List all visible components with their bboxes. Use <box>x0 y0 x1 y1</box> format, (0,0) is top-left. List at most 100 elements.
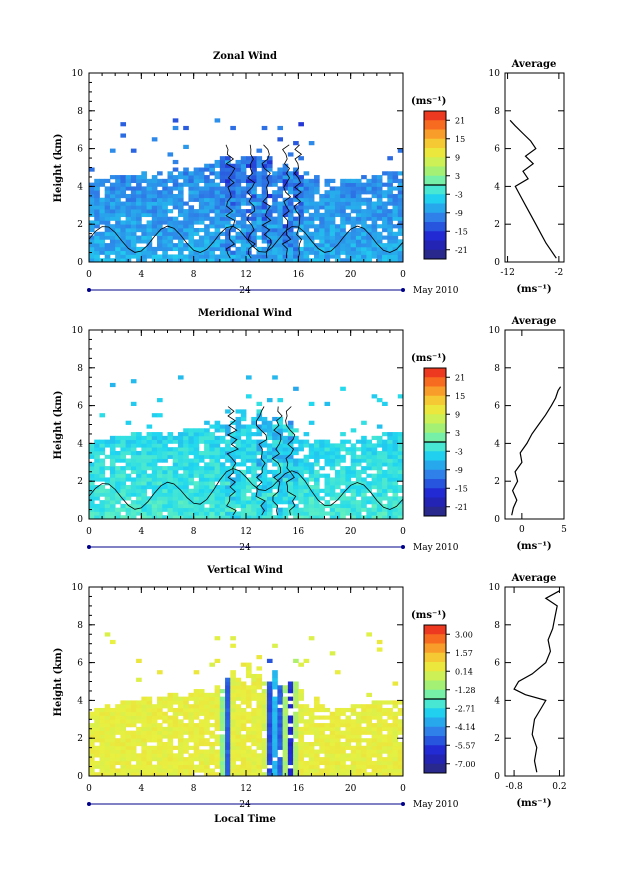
heat-cell <box>130 768 137 773</box>
heat-cell <box>204 428 210 433</box>
heat-cell <box>136 492 142 497</box>
heat-cell <box>109 175 116 180</box>
date-label: May 2010 <box>413 800 459 810</box>
heat-cell <box>314 484 320 490</box>
heat-cell <box>235 182 242 187</box>
heat-cell <box>219 749 226 754</box>
heat-cell <box>240 258 247 263</box>
heat-cell <box>355 749 362 754</box>
heat-cell <box>355 711 362 716</box>
heat-cell <box>167 197 174 202</box>
heat-cell <box>314 723 320 728</box>
heat-cell <box>387 711 393 716</box>
heat-cell <box>361 209 367 214</box>
colorbar-swatch <box>424 506 446 517</box>
heat-cell <box>371 496 378 501</box>
heat-cell <box>340 741 346 747</box>
heat-cell <box>204 757 210 762</box>
heat-cell <box>193 481 200 486</box>
heat-cell <box>355 216 362 221</box>
heat-cell <box>361 454 367 459</box>
heat-cell <box>329 246 336 252</box>
heat-cell <box>104 477 111 482</box>
heat-cell <box>172 220 179 225</box>
heat-cell <box>392 734 399 739</box>
heat-cell <box>151 216 158 221</box>
heat-cell <box>109 760 116 766</box>
heat-cell <box>125 212 132 218</box>
heat-cell <box>219 435 226 441</box>
heat-cell <box>151 730 158 735</box>
heat-cell <box>235 439 242 444</box>
heat-cell <box>387 450 393 456</box>
heat-cell <box>329 730 336 735</box>
heat-cell <box>251 190 257 195</box>
heat-cell <box>266 477 273 482</box>
heat-cell <box>240 496 247 501</box>
heat-cell <box>109 454 116 459</box>
heat-cell <box>115 182 121 187</box>
heat-cell <box>193 768 200 773</box>
heat-cell <box>104 246 111 252</box>
heat-cell <box>136 227 142 233</box>
heat-cell <box>141 435 147 441</box>
heat-cell <box>361 250 367 255</box>
heat-cell <box>225 450 231 456</box>
heat-cell <box>350 224 357 229</box>
heat-cell <box>298 447 304 452</box>
heat-cell <box>136 738 142 743</box>
heat-cell <box>136 182 142 187</box>
heat-cell <box>340 481 346 486</box>
heat-cell <box>266 182 273 187</box>
heat-cell <box>256 741 263 747</box>
heat-cell <box>225 178 231 184</box>
heat-cell <box>157 503 163 509</box>
heat-cell <box>324 243 331 248</box>
heat-cell <box>298 209 304 214</box>
heat-cell <box>167 511 174 516</box>
heat-cell <box>392 224 399 229</box>
heat-cell <box>130 757 137 762</box>
heat-cell <box>141 178 147 184</box>
heat-cell <box>382 764 388 769</box>
heat-cell <box>177 450 184 456</box>
heat-cell <box>240 662 247 667</box>
heat-cell <box>204 190 210 195</box>
heat-cell <box>89 190 95 195</box>
heat-cell <box>376 647 383 652</box>
heat-cell <box>183 484 189 490</box>
heat-cell <box>251 492 257 497</box>
heat-cell <box>204 719 210 724</box>
heat-cell <box>387 734 393 739</box>
colorbar-swatch <box>424 157 446 167</box>
heat-cell <box>162 488 168 493</box>
heat-cell <box>172 182 179 187</box>
heat-cell <box>130 243 137 248</box>
heat-cell <box>225 745 231 750</box>
heat-cell <box>151 246 158 252</box>
heat-cell <box>366 458 372 463</box>
heat-cell <box>188 768 195 773</box>
colorbar-swatch <box>424 240 446 251</box>
heat-cell <box>209 258 215 263</box>
heat-cell <box>334 757 341 762</box>
heat-cell <box>272 450 278 456</box>
contour-line <box>225 144 236 259</box>
heat-cell <box>183 224 189 229</box>
heat-cell <box>136 484 142 490</box>
heat-cell <box>146 231 153 236</box>
heat-cell <box>115 254 121 259</box>
heat-cell <box>272 443 278 448</box>
heat-cell <box>345 193 352 199</box>
heat-cell <box>246 216 252 221</box>
heat-cell <box>230 507 236 512</box>
heat-cell <box>177 454 184 459</box>
heat-cell <box>261 704 268 709</box>
heat-cell <box>303 658 310 663</box>
heat-cell <box>99 715 106 720</box>
heat-cell <box>198 216 205 221</box>
heat-cell <box>366 216 372 221</box>
heat-cell <box>99 507 106 512</box>
heat-cell <box>293 492 299 497</box>
